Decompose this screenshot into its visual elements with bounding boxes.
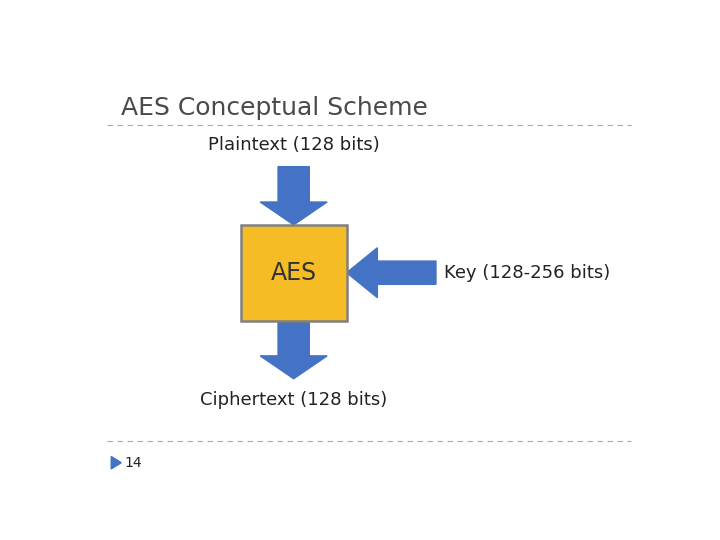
Polygon shape <box>111 456 121 469</box>
Bar <box>240 225 347 321</box>
FancyArrow shape <box>260 167 327 225</box>
Text: Ciphertext (128 bits): Ciphertext (128 bits) <box>200 391 387 409</box>
Text: Plaintext (128 bits): Plaintext (128 bits) <box>208 136 379 154</box>
Text: Key (128-256 bits): Key (128-256 bits) <box>444 264 611 282</box>
Text: 14: 14 <box>125 456 143 470</box>
FancyArrow shape <box>260 321 327 379</box>
Text: AES Conceptual Scheme: AES Conceptual Scheme <box>121 96 428 120</box>
FancyArrow shape <box>347 248 436 298</box>
Text: AES: AES <box>271 261 317 285</box>
